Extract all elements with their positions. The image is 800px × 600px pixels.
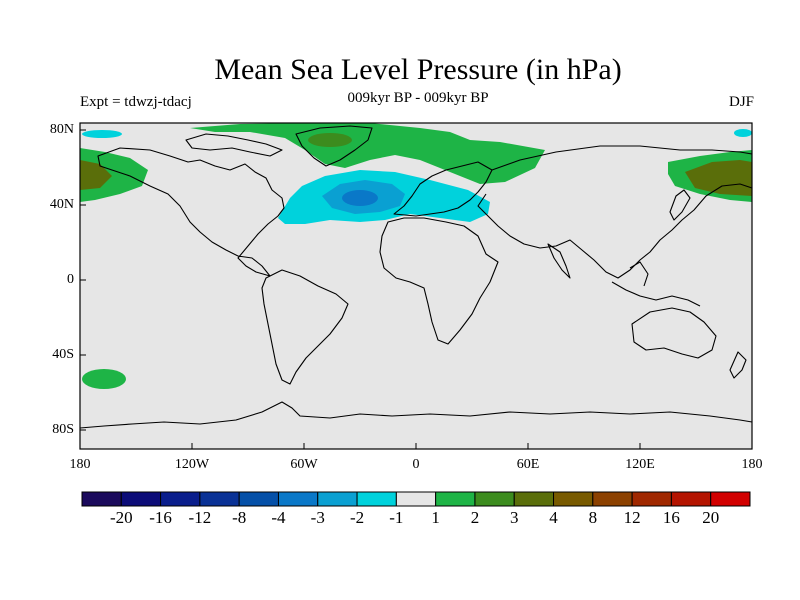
coast-japan xyxy=(669,189,691,221)
colorbar xyxy=(81,491,751,507)
north-pacific-high-west xyxy=(80,148,148,202)
colorbar-label: 16 xyxy=(662,508,680,527)
lon-label-120e: 120E xyxy=(625,457,655,472)
colorbar-label: 1 xyxy=(431,508,440,527)
coast-antarctica xyxy=(79,401,753,429)
chart-title: Mean Sea Level Pressure (in hPa) xyxy=(214,53,622,86)
lat-label-80s: 80S xyxy=(52,422,74,437)
colorbar-swatch xyxy=(277,491,319,507)
tick-marks xyxy=(79,129,753,449)
colorbar-swatch xyxy=(513,491,555,507)
colorbar-swatch xyxy=(238,491,279,507)
colorbar-swatch xyxy=(356,491,397,507)
greenland-high-core xyxy=(308,133,352,147)
lat-label-0: 0 xyxy=(67,272,74,287)
colorbar-swatch xyxy=(199,491,240,507)
coast-south-america xyxy=(261,269,349,385)
experiment-label: Expt = tdwzj-tdacj xyxy=(80,94,192,110)
north-pacific-high-west-core xyxy=(80,160,112,190)
lat-label-80n: 80N xyxy=(49,122,74,137)
coast-southeast-asia xyxy=(611,261,701,307)
north-atlantic-inner-core xyxy=(342,190,378,206)
lon-label-60e: 60E xyxy=(516,457,540,472)
lon-label-0: 0 xyxy=(412,457,420,472)
colorbar-swatch xyxy=(395,491,437,507)
coast-india xyxy=(547,243,571,279)
colorbar-swatch xyxy=(317,491,358,507)
colorbar-label: -3 xyxy=(310,508,325,527)
colorbar-label: -12 xyxy=(188,508,212,527)
south-pacific-high xyxy=(82,369,126,389)
map-background xyxy=(80,123,752,449)
lon-label-180-east: 180 xyxy=(741,457,763,472)
season-label: DJF xyxy=(728,94,754,110)
colorbar-swatch xyxy=(435,491,476,507)
colorbar-label: -8 xyxy=(232,508,247,527)
colorbar-label: -2 xyxy=(349,508,365,527)
colorbar-swatch xyxy=(631,491,672,507)
colorbar-label: 4 xyxy=(549,508,558,527)
coast-africa xyxy=(379,217,499,345)
colorbar-swatch xyxy=(670,491,712,507)
chart-subtitle: 009kyr BP - 009kyr BP xyxy=(347,90,489,106)
colorbar-label: 20 xyxy=(702,508,720,527)
lon-label-60w: 60W xyxy=(290,457,318,472)
arctic-high xyxy=(190,123,545,184)
colorbar-swatch xyxy=(81,491,122,507)
lon-label-120w: 120W xyxy=(174,457,210,472)
arctic-high-cyan-west xyxy=(82,130,122,138)
coast-north-america xyxy=(97,147,285,277)
lat-label-40n: 40N xyxy=(49,197,74,212)
colorbar-swatch xyxy=(592,491,633,507)
lon-label-180-west: 180 xyxy=(69,457,91,472)
lat-label-40s: 40S xyxy=(52,347,74,362)
colorbar-label: 8 xyxy=(588,508,598,527)
coast-new-zealand xyxy=(729,351,747,379)
coast-asia xyxy=(477,145,753,279)
coastlines xyxy=(79,125,753,429)
colorbar-label: -16 xyxy=(149,508,172,527)
north-pacific-high-east-core xyxy=(685,160,752,196)
anomaly-layer xyxy=(80,123,752,389)
colorbar-swatch xyxy=(474,491,515,507)
coast-arctic-islands xyxy=(185,133,283,157)
colorbar-swatch xyxy=(120,491,162,507)
colorbar-label: 3 xyxy=(509,508,519,527)
colorbar-label: 12 xyxy=(623,508,641,527)
coast-greenland xyxy=(295,125,373,167)
coast-australia xyxy=(631,307,717,359)
colorbar-label: -20 xyxy=(109,508,133,527)
arctic-high-cyan-east xyxy=(734,129,752,137)
colorbar-label: -4 xyxy=(271,508,286,527)
colorbar-label: -1 xyxy=(389,508,404,527)
colorbar-swatch xyxy=(553,491,594,507)
colorbar-swatch xyxy=(710,491,751,507)
colorbar-swatch xyxy=(160,491,201,507)
colorbar-label: 2 xyxy=(470,508,480,527)
